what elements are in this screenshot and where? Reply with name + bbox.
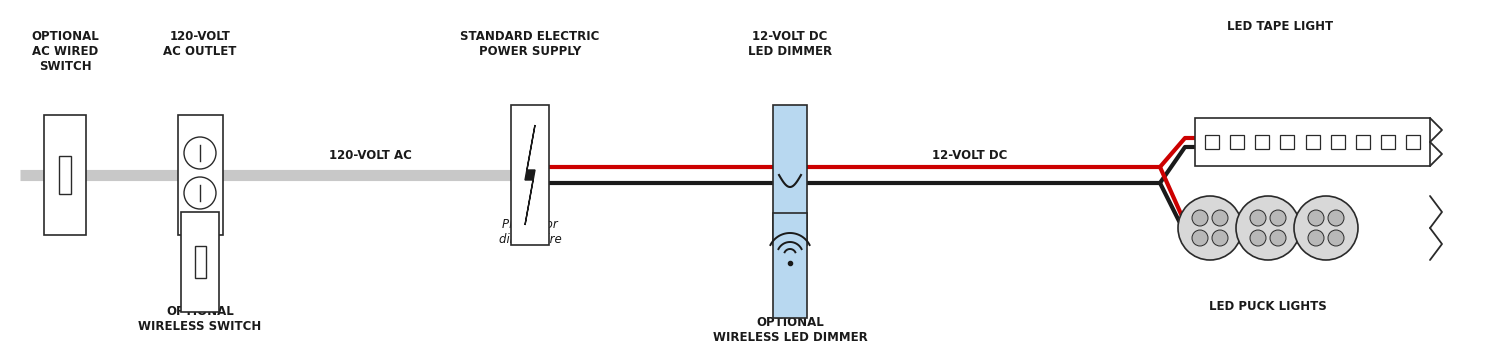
Bar	[1204, 135, 1219, 149]
Circle shape	[1236, 196, 1300, 260]
Bar	[44, 115, 86, 235]
Bar	[182, 212, 219, 312]
Bar	[772, 212, 807, 317]
Bar	[1196, 118, 1430, 166]
Bar	[1230, 135, 1244, 149]
Circle shape	[1192, 230, 1208, 246]
Text: STANDARD ELECTRIC
POWER SUPPLY: STANDARD ELECTRIC POWER SUPPLY	[460, 30, 600, 58]
Bar	[1382, 135, 1395, 149]
Text: Plug in or
direct wire: Plug in or direct wire	[498, 218, 561, 246]
Circle shape	[1294, 196, 1358, 260]
Text: LED TAPE LIGHT: LED TAPE LIGHT	[1227, 20, 1334, 33]
Text: 12-VOLT DC: 12-VOLT DC	[933, 149, 1008, 162]
Text: 12-VOLT DC
LED DIMMER: 12-VOLT DC LED DIMMER	[748, 30, 833, 58]
Bar	[512, 105, 549, 245]
Text: 120-VOLT AC: 120-VOLT AC	[328, 149, 411, 162]
Circle shape	[1250, 210, 1266, 226]
Bar	[1406, 135, 1420, 149]
Bar	[1281, 135, 1294, 149]
Text: OPTIONAL
AC WIRED
SWITCH: OPTIONAL AC WIRED SWITCH	[32, 30, 99, 73]
Circle shape	[1308, 210, 1324, 226]
Bar	[195, 246, 206, 278]
Bar	[1305, 135, 1320, 149]
Circle shape	[1192, 210, 1208, 226]
Text: OPTIONAL
WIRELESS LED DIMMER: OPTIONAL WIRELESS LED DIMMER	[712, 316, 867, 342]
Text: LED PUCK LIGHTS: LED PUCK LIGHTS	[1209, 300, 1328, 313]
Circle shape	[1328, 210, 1344, 226]
Bar	[1330, 135, 1344, 149]
Bar	[58, 156, 70, 194]
Polygon shape	[525, 125, 536, 225]
Bar	[177, 115, 222, 235]
Circle shape	[1270, 230, 1286, 246]
Circle shape	[1250, 230, 1266, 246]
Bar	[1356, 135, 1370, 149]
Circle shape	[1212, 210, 1228, 226]
Circle shape	[1212, 230, 1228, 246]
Text: OPTIONAL
WIRELESS SWITCH: OPTIONAL WIRELESS SWITCH	[138, 305, 261, 333]
Bar	[1256, 135, 1269, 149]
Text: 120-VOLT
AC OUTLET: 120-VOLT AC OUTLET	[164, 30, 237, 58]
Circle shape	[1328, 230, 1344, 246]
Circle shape	[1270, 210, 1286, 226]
Circle shape	[1308, 230, 1324, 246]
Circle shape	[1178, 196, 1242, 260]
Bar	[772, 105, 807, 245]
